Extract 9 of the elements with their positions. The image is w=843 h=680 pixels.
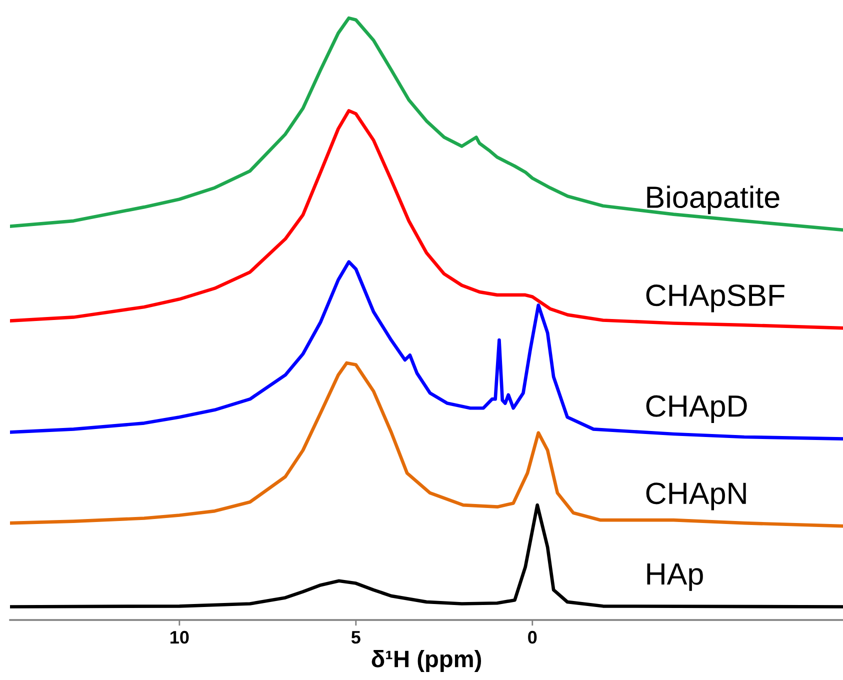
series-label: CHApN [646, 482, 746, 510]
x-tick-label: 5 [351, 631, 360, 644]
series-label: CHApD [646, 395, 747, 423]
x-tick-label: 0 [528, 630, 537, 644]
series-label: HAp [647, 564, 703, 591]
x-axis-title: δ¹H (ppm) [372, 650, 482, 672]
series-label: CHApSBF [646, 284, 784, 312]
x-tick-label: 10 [170, 630, 189, 644]
series-label: Bioapatite [647, 186, 780, 214]
